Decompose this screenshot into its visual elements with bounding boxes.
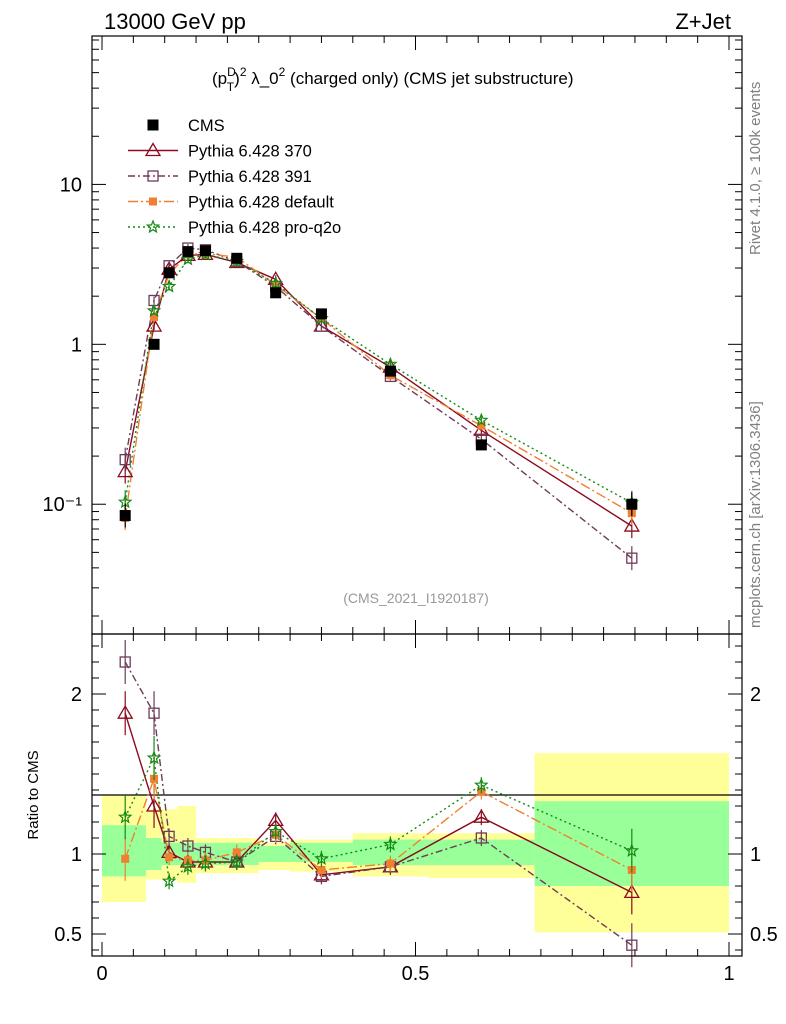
point-pq2o [146,303,162,318]
point-pq2o [268,275,283,290]
point-p391 [626,552,638,564]
energy-label: 13000 GeV pp [104,9,246,34]
ratio-point-p391 [475,832,487,844]
point-pq2o [474,412,489,427]
point-cms [231,252,243,264]
ratio-point-p391 [148,707,160,719]
ratio-point-pq2o [314,851,329,866]
main-series-markers [117,242,640,571]
ratio-point-pdefault [386,859,395,868]
point-pdefault [477,421,486,430]
title-sup-2a: 2 [240,65,247,79]
ratio-point-pq2o [161,873,177,888]
ratio-point-pdefault [165,853,174,862]
legend-label-p370: Pythia 6.428 370 [188,143,312,161]
x-tick-label: 1 [723,963,734,985]
mcplots-source-label: mcplots.cern.ch [arXiv:1306.3436] [747,401,764,628]
ratio-frame [91,633,743,957]
legend-marker-p391 [147,170,159,182]
point-cms [163,267,175,279]
legend-marker-cms [147,119,159,131]
process-label: Z+Jet [675,9,731,34]
ratio-y-tick-label-left: 0.5 [54,924,82,946]
ratio-point-pdefault [317,866,326,874]
legend-label-p391: Pythia 6.428 391 [188,168,312,186]
point-cms [384,365,396,377]
ratio-point-pq2o [146,750,162,765]
point-p370 [145,317,163,332]
x-tick-label: 0 [96,963,107,985]
legend-marker-p370 [144,142,162,157]
ratio-point-p391 [163,830,175,843]
point-p370 [117,463,134,478]
legend-label-pdefault: Pythia 6.428 default [188,194,334,212]
ratio-point-pdefault [121,854,130,863]
ratio-point-pq2o [624,843,640,858]
ratio-point-pq2o [383,836,398,851]
ratio-axis-ticks: 0.5 0.5 1 1 2 2 [54,634,778,956]
ratio-point-pq2o [474,777,489,792]
point-cms [119,510,131,522]
ratio-axis-label: Ratio to CMS [25,750,42,839]
main-panel: 10⁻¹ 1 10 (CMS_2021_I1920187) CMS Pythia 6.… [43,35,743,635]
title-part-close: ) [234,69,240,88]
point-cms [315,308,327,320]
ratio-point-p370 [145,797,163,812]
ratio-y-tick-label-left: 2 [71,684,82,706]
title-sup-2b: 2 [279,65,286,79]
y-tick-label-main: 1 [71,334,82,356]
ratio-y-tick-label-right: 1 [750,844,761,866]
ratio-point-p391 [119,656,131,668]
green-band-bin [102,825,146,877]
ratio-point-pq2o [229,854,245,869]
ratio-point-pq2o [117,809,133,824]
ratio-point-pq2o [268,823,283,838]
legend: CMS Pythia 6.428 370 Pythia 6.428 391 Pythi… [128,117,341,237]
title-sup-d: D [227,65,236,79]
legend-label-cms: CMS [188,117,225,135]
main-axis-ticks: 10⁻¹ 1 10 [43,36,742,634]
point-cms [475,439,487,451]
ratio-panel: 0.5 0.5 1 1 2 2 [54,633,778,968]
ratio-point-p391 [182,840,194,852]
point-pq2o [180,251,196,266]
ratio-point-pdefault [232,848,241,857]
green-band-bin [145,838,162,870]
ratio-point-pq2o [180,859,196,874]
point-p370 [623,517,640,532]
point-cms [199,245,211,257]
y-tick-label-main: 10 [60,174,82,196]
point-cms [148,338,160,350]
legend-marker-pdefault [149,197,157,206]
ratio-point-p370 [117,704,134,719]
x-tick-label: 0.5 [402,963,430,985]
title-sub-t: T [227,80,235,94]
ratio-point-p391 [626,939,638,951]
ratio-series-markers [117,640,640,968]
rivet-version-label: Rivet 4.1.0, ≥ 100k events [747,82,764,255]
ratio-point-p370 [623,884,640,899]
green-band-bin [258,846,291,862]
title-lambda: λ_0 [247,69,279,88]
point-pdefault [150,313,159,322]
analysis-watermark: (CMS_2021_I1920187) [343,590,489,606]
legend-label-pq2o: Pythia 6.428 pro-q2o [188,219,341,237]
ratio-y-tick-label-right: 0.5 [750,924,778,946]
ratio-y-tick-label-left: 1 [71,844,82,866]
title-part-open: (p [212,69,227,88]
point-cms [626,498,638,510]
ratio-point-p370 [473,808,490,823]
legend-marker-pq2o [145,219,161,234]
ratio-point-pq2o [198,855,213,870]
point-cms [182,246,194,258]
point-p391 [119,454,131,466]
title-rest: (charged only) (CMS jet substructure) [285,69,573,88]
ratio-y-tick-label-right: 2 [750,684,761,706]
point-cms [270,287,282,299]
point-pq2o [161,278,177,293]
x-axis-tick-labels: 0 0.5 1 [96,963,734,985]
y-tick-label-main: 10⁻¹ [43,494,83,516]
chart-title: (pD T)2 λ_02 (charged only) (CMS jet subs… [212,65,573,94]
